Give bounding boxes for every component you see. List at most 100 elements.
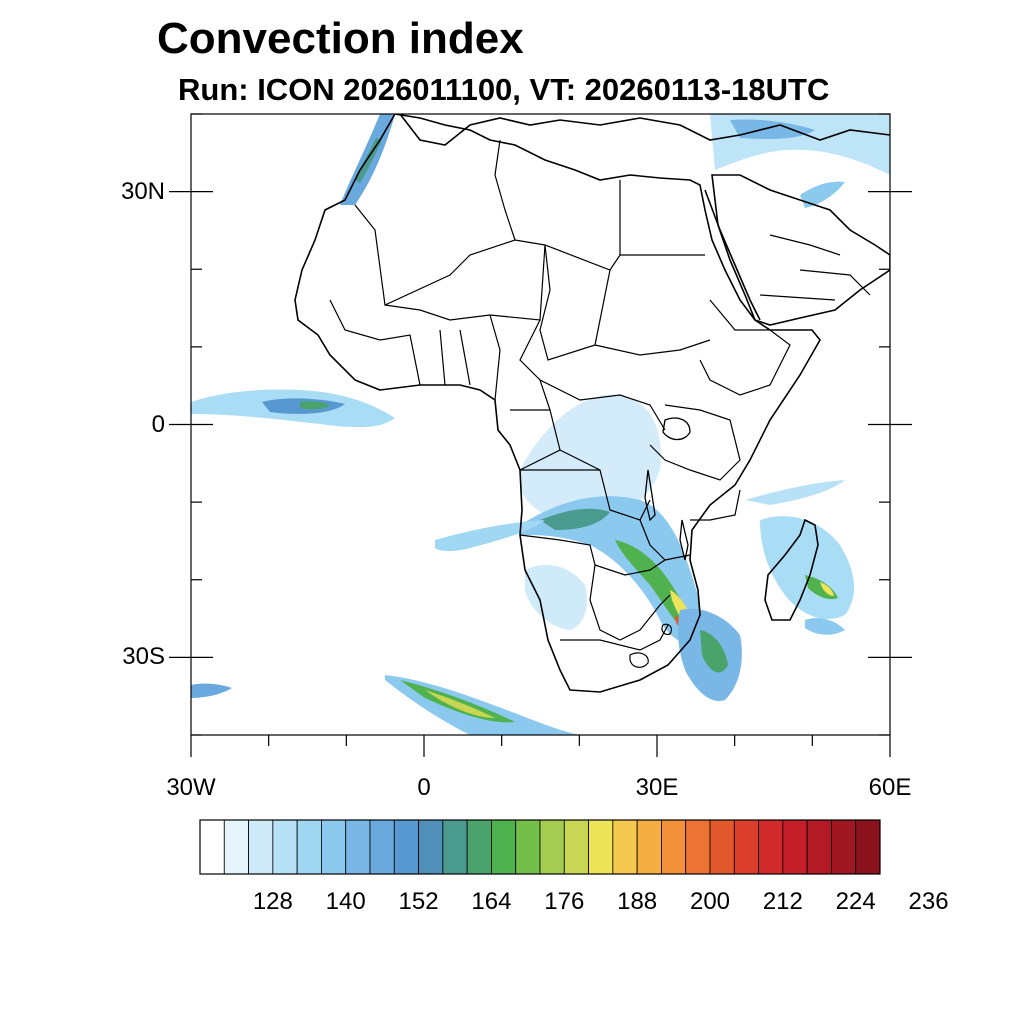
- border-algeria-libya: [494, 139, 516, 241]
- colorbar-swatch: [199, 819, 225, 875]
- colorbar-swatch: [709, 819, 735, 875]
- colorbar-swatch: [223, 819, 249, 875]
- field-sw-corner: [191, 683, 232, 698]
- colorbar-swatch: [369, 819, 395, 875]
- border-car-drc: [539, 379, 666, 431]
- lat-label-30n: 30N: [120, 177, 165, 205]
- field-madagascar-yellow: [820, 582, 834, 596]
- field-congo: [520, 394, 661, 526]
- border-tanzania-mozambique: [690, 489, 741, 521]
- colorbar-swatch: [491, 819, 517, 875]
- colorbar-swatch: [321, 819, 347, 875]
- field-med-core: [730, 119, 815, 140]
- axis-ticks: [169, 113, 912, 757]
- field-sw-atlantic-yellow: [425, 690, 495, 718]
- colorbar-swatch: [466, 819, 492, 875]
- colorbar-label: 152: [398, 888, 439, 915]
- colorbar-swatch: [806, 819, 832, 875]
- border-sudan-southsudan: [594, 339, 711, 356]
- colorbar-label: 200: [689, 888, 731, 915]
- colorbar-frame: [199, 819, 881, 875]
- europe-coastline: [399, 114, 890, 146]
- border-ethiopia: [699, 299, 791, 396]
- colorbar-swatch: [345, 819, 371, 875]
- field-atlantic-green: [300, 401, 330, 410]
- colorbar-swatch: [442, 819, 468, 875]
- field-angola-band: [520, 496, 702, 644]
- border-chad-sudan: [539, 244, 611, 361]
- field-natal-green: [700, 630, 728, 673]
- border-drc: [510, 409, 651, 521]
- colorbar-label: 140: [325, 888, 366, 915]
- lat-label-30s: 30S: [122, 643, 165, 671]
- colorbar-label: 188: [617, 888, 658, 915]
- colorbar-label: 236: [908, 888, 949, 915]
- border-west-africa: [329, 299, 471, 386]
- border-nigeria-cameroon: [489, 314, 551, 411]
- field-morocco-green: [355, 138, 382, 183]
- convection-field: [191, 114, 890, 735]
- lake-tanganyika: [644, 469, 656, 522]
- colorbar-swatch: [418, 819, 444, 875]
- colorbar-swatch: [272, 819, 298, 875]
- colorbar-label: 224: [835, 888, 876, 915]
- chart-title: Convection index: [157, 14, 524, 63]
- lon-label-60e: 60E: [868, 774, 912, 801]
- lake-victoria: [662, 417, 691, 441]
- colorbar-swatch: [636, 819, 662, 875]
- colorbar-swatch: [563, 819, 589, 875]
- colorbar-swatch: [248, 819, 274, 875]
- field-indian-ocean-streak: [745, 480, 845, 505]
- border-swaziland: [661, 623, 673, 635]
- colorbar-swatch: [855, 819, 881, 875]
- field-namibia: [525, 565, 587, 630]
- colorbar-swatch: [733, 819, 759, 875]
- lat-label-0: 0: [151, 410, 165, 438]
- plot-frame: [190, 113, 891, 736]
- border-angola: [519, 469, 600, 601]
- field-zambia-green: [615, 540, 689, 632]
- border-arabia: [759, 234, 871, 301]
- field-south-atlantic-streak: [435, 520, 545, 551]
- field-south-indian: [805, 618, 845, 635]
- colorbar-swatch: [685, 819, 711, 875]
- border-lesotho: [629, 652, 649, 668]
- colorbar-swatch: [393, 819, 419, 875]
- border-sahel: [384, 244, 546, 321]
- colorbar-label: 212: [762, 888, 803, 915]
- coastlines: [294, 114, 890, 693]
- arabia-coastline: [711, 174, 890, 326]
- colorbar-swatch: [661, 819, 687, 875]
- border-east-africa: [649, 404, 741, 481]
- border-north-africa: [354, 204, 705, 306]
- field-angola-green: [540, 508, 610, 530]
- chart-subtitle: Run: ICON 2026011100, VT: 20260113-18UTC: [178, 72, 830, 107]
- lake-malawi: [679, 519, 689, 561]
- madagascar-coastline: [764, 518, 819, 621]
- border-botswana: [589, 594, 671, 641]
- red-sea: [704, 189, 761, 321]
- colorbar-swatch: [758, 819, 784, 875]
- lakes: [644, 417, 691, 561]
- colorbar-swatch: [831, 819, 857, 875]
- colorbar-swatch: [296, 819, 322, 875]
- border-southafrica: [560, 624, 669, 651]
- border-zambia-zimbabwe: [594, 519, 691, 576]
- colorbar-label: 176: [544, 888, 585, 915]
- colorbar-swatch: [782, 819, 808, 875]
- africa-coastline: [294, 114, 821, 693]
- field-persian-gulf: [800, 181, 845, 208]
- colorbar-swatch: [515, 819, 541, 875]
- field-sw-atlantic-green: [400, 680, 515, 723]
- colorbar-swatch: [612, 819, 638, 875]
- lon-label-30e: 30E: [635, 774, 679, 801]
- colorbar-swatch: [588, 819, 614, 875]
- colorbar-swatch: [539, 819, 565, 875]
- lon-label-30w: 30W: [166, 774, 216, 801]
- colorbar: [199, 819, 881, 875]
- colorbar-label: 128: [252, 888, 293, 915]
- lon-label-0: 0: [417, 774, 431, 801]
- colorbar-label: 164: [471, 888, 512, 915]
- political-borders: [329, 139, 871, 668]
